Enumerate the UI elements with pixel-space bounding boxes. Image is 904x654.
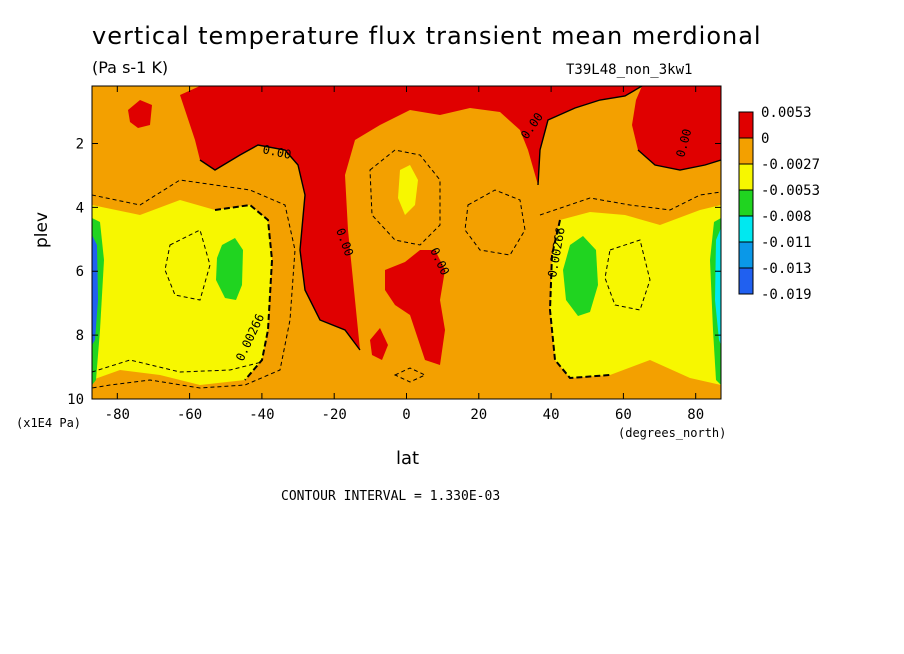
- x-axis-units: (degrees_north): [618, 426, 727, 440]
- green-region-right: [563, 236, 598, 316]
- red-region-center: [385, 250, 445, 365]
- contour-line: [214, 203, 274, 381]
- x-axis-label: lat: [396, 448, 420, 469]
- dashed-contours: [92, 149, 721, 389]
- contour-line: [164, 229, 211, 301]
- colorbar-label: -0.0027: [761, 157, 820, 173]
- x-axis: -80 -60 -40 -20 0 20 40 60 80: [105, 86, 704, 423]
- y-axis-units: (x1E4 Pa): [16, 416, 82, 430]
- colorbar-swatch: [738, 267, 754, 295]
- thick-contours: [214, 203, 611, 381]
- colorbar-label: 0.0053: [761, 105, 812, 121]
- red-region-upper-left: [128, 100, 152, 128]
- contour-line: [369, 149, 441, 246]
- cyan-edge-right: [715, 228, 721, 345]
- red-region-small: [370, 328, 388, 360]
- green-region-left: [216, 238, 243, 300]
- contour-line: [92, 359, 263, 373]
- x-tick-label: 60: [615, 407, 632, 423]
- red-region-top: [180, 86, 642, 350]
- contour-line: [537, 86, 643, 186]
- colorbar-label: -0.013: [761, 261, 812, 277]
- colorbar-swatch: [738, 215, 754, 243]
- x-tick-label: 20: [470, 407, 487, 423]
- colorbar-swatch: [738, 189, 754, 217]
- colorbar-swatch: [738, 111, 754, 139]
- red-region-upper-right: [632, 86, 721, 170]
- contour-line: [199, 144, 361, 351]
- colorbar-swatch: [738, 163, 754, 191]
- x-tick-label: -20: [322, 407, 347, 423]
- y-axis: 2 4 6 8 10: [67, 136, 721, 408]
- x-tick-label: 0: [402, 407, 410, 423]
- chart-title: vertical temperature flux transient mean…: [92, 22, 762, 50]
- colorbar-label: -0.0053: [761, 183, 820, 199]
- contour-line: [637, 149, 721, 171]
- y-tick-label: 4: [76, 200, 84, 216]
- contour-line: [464, 189, 526, 256]
- colorbar-label: -0.019: [761, 287, 812, 303]
- x-tick-label: -60: [177, 407, 202, 423]
- x-tick-label: -80: [105, 407, 130, 423]
- contour-interval-label: CONTOUR INTERVAL = 1.330E-03: [281, 489, 501, 504]
- contour-line: [548, 219, 611, 380]
- contour-line: [92, 179, 296, 389]
- y-tick-label: 8: [76, 328, 84, 344]
- contour-line: [604, 239, 651, 311]
- zero-contours: [199, 86, 721, 351]
- contour-label: 0.00: [261, 142, 292, 162]
- x-tick-label: -40: [249, 407, 274, 423]
- y-tick-label: 2: [76, 136, 84, 152]
- yellow-region-center: [398, 165, 418, 215]
- dataset-label: T39L48_non_3kw1: [566, 62, 693, 78]
- colorbar-label: 0: [761, 131, 769, 147]
- colorbar-swatch: [738, 137, 754, 165]
- contour-fills: [92, 86, 721, 399]
- y-tick-label: 10: [67, 392, 84, 408]
- contour-line: [539, 191, 721, 216]
- colorbar-label: -0.008: [761, 209, 812, 225]
- units-label: (Pa s-1 K): [92, 58, 169, 77]
- colorbar-legend: 0.0053 0 -0.0027 -0.0053 -0.008 -0.011 -0.013 -…: [738, 105, 820, 303]
- y-tick-label: 6: [76, 264, 84, 280]
- x-tick-label: 80: [687, 407, 704, 423]
- x-tick-label: 40: [543, 407, 560, 423]
- colorbar-label: -0.011: [761, 235, 812, 251]
- blue-edge-left: [92, 235, 98, 345]
- colorbar-swatch: [738, 241, 754, 269]
